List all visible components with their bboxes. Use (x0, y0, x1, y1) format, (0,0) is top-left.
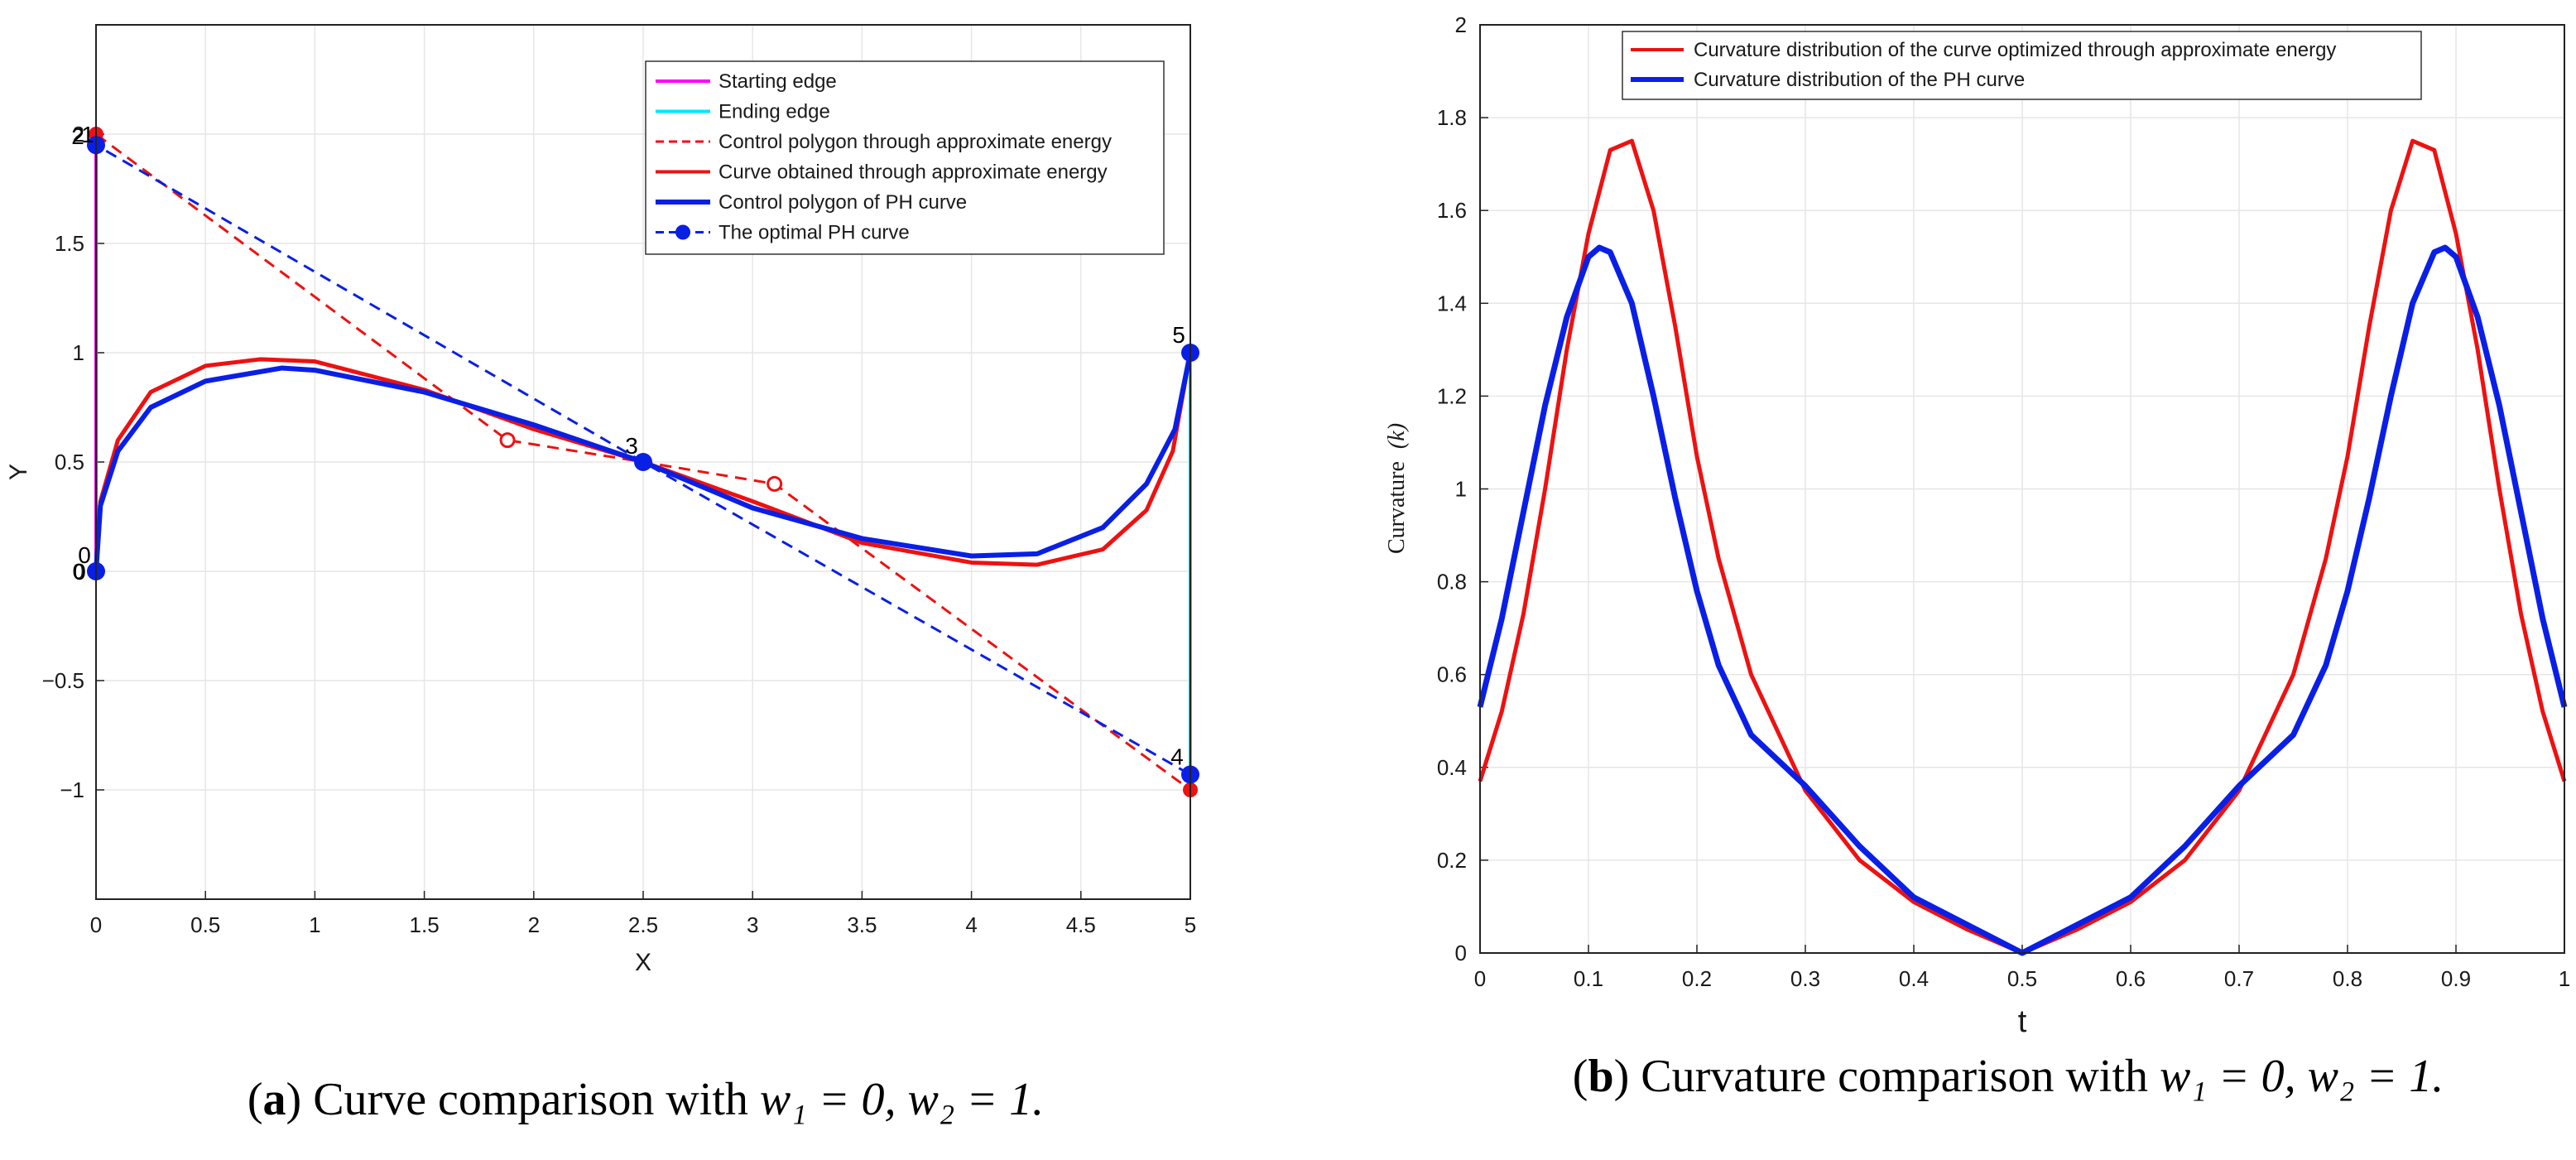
panel-b-legend: Curvature distribution of the curve opti… (1622, 31, 2422, 100)
panel-b-xtick-label: 0.7 (2224, 966, 2254, 991)
panel-a-legend-entry: Control polygon through approximate ener… (718, 131, 1112, 153)
panel-a-markers (87, 127, 1199, 797)
panel-a-ytick-label: 1.5 (55, 231, 84, 256)
panel-b-xtick-label: 0.6 (2116, 966, 2146, 991)
panel-b-ytick-label: 0 (1455, 941, 1467, 965)
panel-a-xtick-label: 4 (965, 912, 977, 937)
panel-a-ytick-label: 0 (73, 559, 84, 584)
panel-a-ticks: 0 0.5 1 1.5 2 2.5 3 3.5 4 4.5 5 −1 −0.5 0 0.5 1 1.5 2 (42, 122, 1197, 937)
panel-a-xtick-label: 3.5 (847, 912, 877, 937)
panel-a-blue-point (634, 453, 652, 471)
panel-a-ytick-label: −0.5 (42, 668, 84, 693)
panel-a-ytick-label: 0.5 (55, 450, 84, 474)
panel-b-xtick-label: 0.3 (1790, 966, 1820, 991)
panel-a-xtick-label: 0 (90, 912, 102, 937)
panel-b-ticks: 0 0.1 0.2 0.3 0.4 0.5 0.6 0.7 0.8 0.9 1 0 0.2 0.4 0.6 0… (1437, 12, 2570, 991)
panel-b-xtick-label: 0 (1474, 966, 1486, 991)
panel-b-chart: 0 0.1 0.2 0.3 0.4 0.5 0.6 0.7 0.8 0.9 1 0 0.2 0.4 0.6 0… (1384, 12, 2570, 1039)
caption-a-math: w₁ = 0, w₂ = 1. (760, 1074, 1044, 1125)
svg-text:Curvature (k): Curvature (k) (1384, 423, 1410, 554)
panel-a-point-label: 2 (71, 123, 84, 149)
panel-b-ytick-label: 0.2 (1437, 848, 1467, 873)
caption-a-text: Curve comparison with (313, 1074, 748, 1125)
panel-a-xtick-label: 4.5 (1066, 912, 1096, 937)
panel-b-ytick-label: 0.6 (1437, 662, 1467, 687)
panel-a-xtick-label: 1.5 (410, 912, 440, 937)
panel-b-ytick-label: 1 (1455, 477, 1467, 502)
panel-a-ytick-label: 2 (73, 122, 84, 147)
panel-a-xtick-label: 1 (309, 912, 320, 937)
panel-a-xtick-label: 5 (1185, 912, 1196, 937)
panel-a-legend-box (645, 60, 1165, 255)
panel-b-ytick-label: 1.8 (1437, 105, 1467, 130)
panel-a-chart: 0 0.5 1 1.5 2 2.5 3 3.5 4 4.5 5−1−0.500.511.52 002… (5, 24, 1199, 976)
panel-a-legend-entry: The optimal PH curve (718, 222, 910, 244)
panel-a-legend: Starting edge Ending edge Control polygon … (645, 60, 1165, 255)
panel-b-axes-box (1479, 24, 2565, 954)
panel-a-axes-box (95, 24, 1191, 900)
panel-b-ytick-label: 0.4 (1437, 755, 1467, 780)
panel-a-ytick-label: −1 (60, 777, 84, 802)
panel-b-xtick-label: 0.1 (1574, 966, 1603, 991)
panel-b-legend-box (1622, 31, 2422, 100)
panel-b-ytick-label: 1.2 (1437, 383, 1467, 408)
panel-b-xtick-label: 0.4 (1899, 966, 1929, 991)
panel-b-xtick-label: 0.9 (2441, 966, 2471, 991)
panel-a-ylabel: Y (5, 464, 32, 480)
panel-a-legend-entry: Ending edge (718, 101, 830, 123)
panel-b-ytick-label: 1.4 (1437, 291, 1467, 315)
caption-a: (a) Curve comparison with w₁ = 0, w₂ = 1… (248, 1074, 1044, 1125)
panel-a-red-open-point (499, 432, 516, 449)
caption-a-label: a (263, 1074, 286, 1125)
panel-a-point-label: 3 (625, 433, 638, 459)
panel-a-xlabel: X (635, 949, 651, 976)
panel-a-red-open-point (767, 475, 783, 492)
panel-b-ytick-label: 0.8 (1437, 570, 1467, 594)
panel-b-ytick-label: 1.6 (1437, 198, 1467, 223)
panel-b-ylabel-symbol: (k) (1384, 423, 1410, 449)
caption-b-text: Curvature comparison with (1641, 1051, 2148, 1102)
panel-a-xtick-label: 2 (528, 912, 540, 937)
panel-b-xtick-label: 0.5 (2007, 966, 2037, 991)
panel-a-legend-marker (675, 224, 690, 240)
caption-b-math: w₁ = 0, w₂ = 1. (2160, 1051, 2444, 1102)
panel-a-point-label: 0 (73, 559, 86, 585)
panel-a-series-5 (94, 352, 1193, 572)
panel-b-ylabel-group: Curvature (k) (1384, 423, 1410, 554)
panel-a-point-label: 0 (78, 542, 91, 568)
panel-a-ytick-label: 1 (73, 340, 84, 365)
panel-a-xtick-label: 2.5 (628, 912, 658, 937)
panel-b-ytick-label: 2 (1455, 12, 1467, 37)
panel-a-xtick-label: 0.5 (190, 912, 220, 937)
panel-b-xlabel: t (2018, 1004, 2027, 1039)
panel-a-point-label: 4 (1170, 744, 1184, 770)
panel-b-xtick-label: 1 (2559, 966, 2570, 991)
panel-b-xtick-label: 0.2 (1682, 966, 1712, 991)
panel-a-legend-entry: Curve obtained through approximate energ… (718, 161, 1108, 184)
panel-b-legend-entry: Curvature distribution of the PH curve (1694, 69, 2025, 91)
panel-a-point-label: 1 (81, 122, 94, 147)
panel-b-legend-entry: Curvature distribution of the curve opti… (1694, 39, 2336, 61)
panel-b-xtick-label: 0.8 (2333, 966, 2362, 991)
caption-b-label: b (1588, 1051, 1613, 1102)
panel-a-legend-entry: Starting edge (718, 70, 837, 93)
panel-b-ylabel: Curvature (1384, 461, 1410, 554)
caption-b: (b) Curvature comparison with w₁ = 0, w₂… (1573, 1051, 2444, 1102)
panel-a-xtick-label: 3 (747, 912, 758, 937)
panel-a-legend-entry: Control polygon of PH curve (718, 191, 967, 214)
panel-a-point-label: 5 (1172, 322, 1185, 348)
